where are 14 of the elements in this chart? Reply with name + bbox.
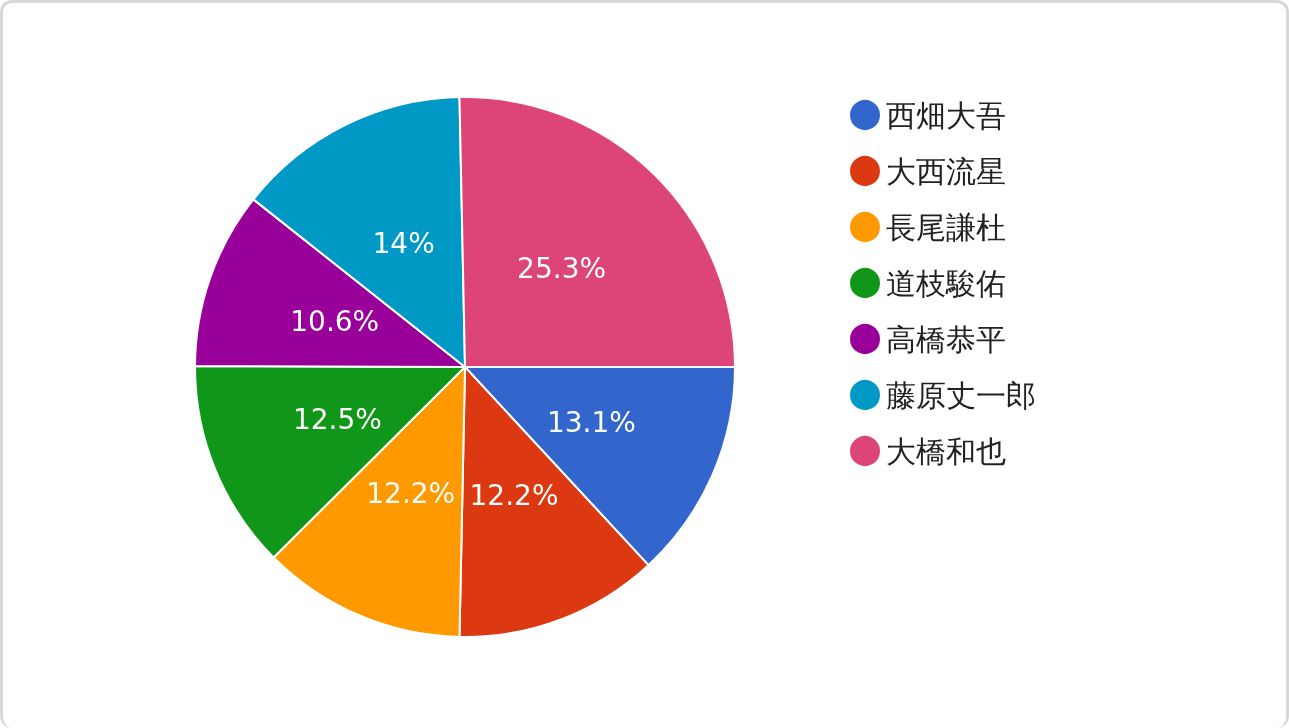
data-label: 13.1% <box>546 405 636 439</box>
legend-label: 高橋恭平 <box>886 321 1006 357</box>
legend-label: 藤原丈一郎 <box>886 377 1036 413</box>
legend-label: 長尾謙杜 <box>886 209 1006 245</box>
legend-label: 大西流星 <box>886 153 1006 189</box>
data-label: 10.6% <box>290 304 380 338</box>
data-label: 14% <box>372 226 435 260</box>
data-label: 25.3% <box>517 251 607 285</box>
data-label: 12.2% <box>366 477 456 511</box>
legend-label: 西畑大吾 <box>886 97 1006 133</box>
data-label: 12.2% <box>469 479 559 513</box>
data-label: 12.5% <box>292 402 382 436</box>
legend-label: 道枝駿佑 <box>886 265 1006 301</box>
legend-label: 大橋和也 <box>886 433 1006 469</box>
